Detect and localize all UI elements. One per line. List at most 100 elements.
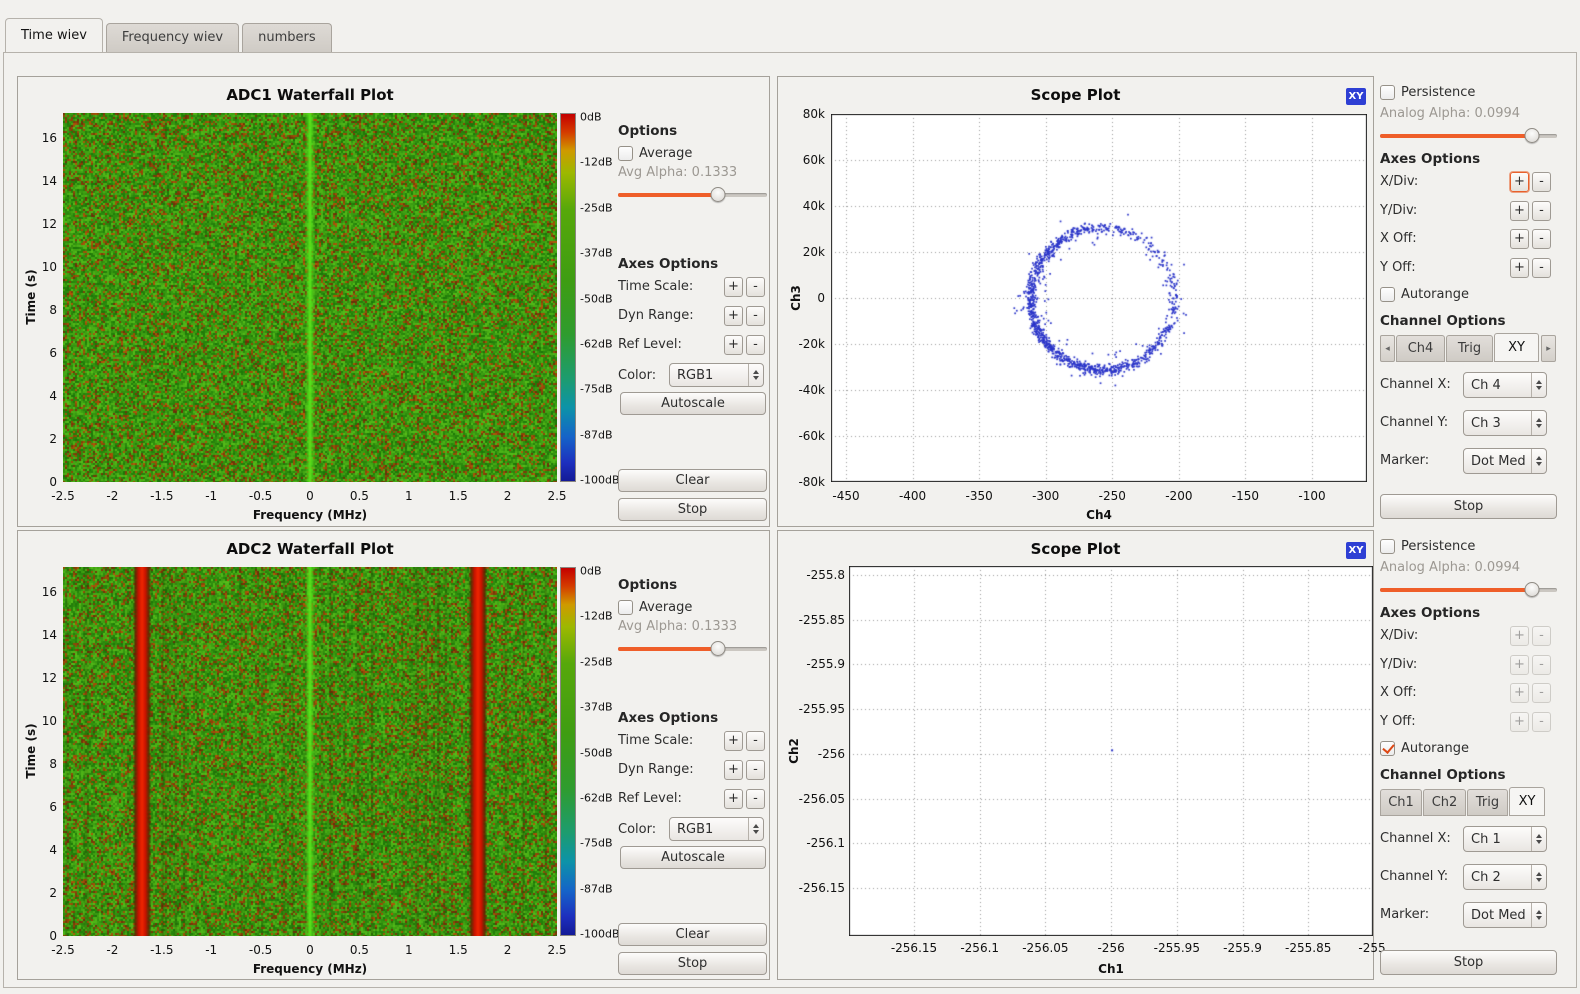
avg-alpha-slider[interactable] <box>618 187 767 202</box>
tick-label: 60k <box>802 153 825 167</box>
scope2-group: Scope Plot XY -255.8 -255.85 -255.9 -255.95… <box>777 530 1389 980</box>
tabs-scroll-left-icon[interactable]: ◂ <box>1380 335 1395 362</box>
slider-handle[interactable] <box>1524 128 1540 143</box>
y-off-decrease-button[interactable]: - <box>1532 712 1551 732</box>
marker-select[interactable]: Dot Med <box>1463 902 1547 928</box>
slider-track[interactable] <box>1380 134 1557 138</box>
clear-button[interactable]: Clear <box>618 469 767 492</box>
x-off-row: X Off: + - <box>1380 229 1557 250</box>
ref-level-decrease-button[interactable]: - <box>746 789 765 809</box>
ref-level-decrease-button[interactable]: - <box>746 335 765 355</box>
x-off-increase-button[interactable]: + <box>1510 229 1529 249</box>
y-off-increase-button[interactable]: + <box>1510 712 1529 732</box>
autoscale-button[interactable]: Autoscale <box>620 392 766 415</box>
time-scale-row: Time Scale: + - <box>618 277 767 298</box>
slider-track[interactable] <box>1380 588 1557 592</box>
spinner-arrows-icon[interactable] <box>1531 411 1546 435</box>
tick-label: -256.1 <box>806 836 845 851</box>
slider-track[interactable] <box>618 193 767 197</box>
y-div-decrease-button[interactable]: - <box>1532 201 1551 221</box>
view-tabbar: Time wiev Frequency wiev numbers <box>5 18 335 52</box>
analog-alpha-label: Analog Alpha: 0.0994 <box>1380 560 1521 575</box>
channel-tab-xy[interactable]: XY <box>1509 787 1545 816</box>
scope-stop-button[interactable]: Stop <box>1380 494 1557 519</box>
tab-numbers[interactable]: numbers <box>242 23 332 52</box>
dyn-range-decrease-button[interactable]: - <box>746 760 765 780</box>
y-off-increase-button[interactable]: + <box>1510 258 1529 278</box>
spinner-arrows-icon[interactable] <box>1531 373 1546 397</box>
spinner-arrows-icon[interactable] <box>1531 449 1546 473</box>
color-select[interactable]: RGB1 <box>669 817 764 841</box>
autoscale-button[interactable]: Autoscale <box>620 846 766 869</box>
scope2-plot[interactable] <box>849 566 1373 936</box>
scope1-plot[interactable] <box>831 114 1367 482</box>
x-div-decrease-button[interactable]: - <box>1532 626 1551 646</box>
marker-select[interactable]: Dot Med <box>1463 448 1547 474</box>
autorange-checkbox[interactable] <box>1380 286 1395 302</box>
analog-alpha-slider[interactable] <box>1380 128 1557 143</box>
adc1-waterfall-plot[interactable] <box>63 113 557 482</box>
spinner-arrows-icon[interactable] <box>1531 827 1546 851</box>
dyn-range-increase-button[interactable]: + <box>724 306 743 326</box>
tabs-scroll-right-icon[interactable]: ▸ <box>1541 335 1556 362</box>
channel-y-select[interactable]: Ch 3 <box>1463 410 1547 436</box>
color-select[interactable]: RGB1 <box>669 363 764 387</box>
spinner-arrows-icon[interactable] <box>748 818 763 840</box>
channel-tab-xy[interactable]: XY <box>1494 333 1539 362</box>
slider-handle[interactable] <box>710 641 726 656</box>
ref-level-increase-button[interactable]: + <box>724 789 743 809</box>
slider-handle[interactable] <box>710 187 726 202</box>
scope-y-ticks: 80k 60k 40k 20k 0 -20k -40k -60k -80k <box>783 107 827 489</box>
persistence-checkbox[interactable] <box>1380 538 1395 554</box>
average-checkbox[interactable] <box>618 145 633 161</box>
channel-x-select[interactable]: Ch 1 <box>1463 826 1547 852</box>
dyn-range-increase-button[interactable]: + <box>724 760 743 780</box>
average-checkbox[interactable] <box>618 599 633 615</box>
y-div-increase-button[interactable]: + <box>1510 655 1529 675</box>
channel-tab-trig[interactable]: Trig <box>1446 335 1493 362</box>
autorange-checkbox[interactable] <box>1380 740 1395 756</box>
slider-handle[interactable] <box>1524 582 1540 597</box>
dyn-range-label: Dyn Range: <box>618 308 694 323</box>
channel-tab-trig[interactable]: Trig <box>1467 789 1508 816</box>
tick-label: 8 <box>49 303 57 317</box>
persistence-checkbox[interactable] <box>1380 84 1395 100</box>
x-off-decrease-button[interactable]: - <box>1532 229 1551 249</box>
adc2-waterfall-plot[interactable] <box>63 567 557 936</box>
tab-frequency-view[interactable]: Frequency wiev <box>105 23 240 52</box>
channel-tab-ch4[interactable]: Ch4 <box>1396 335 1445 362</box>
channel-tab-ch1[interactable]: Ch1 <box>1380 789 1422 816</box>
tick-label: 0 <box>306 489 314 503</box>
time-scale-increase-button[interactable]: + <box>724 731 743 751</box>
time-scale-decrease-button[interactable]: - <box>746 731 765 751</box>
channel-y-select[interactable]: Ch 2 <box>1463 864 1547 890</box>
y-off-decrease-button[interactable]: - <box>1532 258 1551 278</box>
x-div-increase-button[interactable]: + <box>1510 626 1529 646</box>
tick-label: -1 <box>205 489 218 503</box>
x-div-decrease-button[interactable]: - <box>1532 172 1551 192</box>
x-off-decrease-button[interactable]: - <box>1532 683 1551 703</box>
channel-tab-ch2[interactable]: Ch2 <box>1423 789 1466 816</box>
time-scale-decrease-button[interactable]: - <box>746 277 765 297</box>
time-scale-increase-button[interactable]: + <box>724 277 743 297</box>
spinner-arrows-icon[interactable] <box>748 364 763 386</box>
y-div-increase-button[interactable]: + <box>1510 201 1529 221</box>
slider-track[interactable] <box>618 647 767 651</box>
avg-alpha-slider[interactable] <box>618 641 767 656</box>
colorbar-labels: 0dB -12dB -25dB -37dB -50dB -62dB -75dB -87dB -1… <box>580 565 626 941</box>
stop-button[interactable]: Stop <box>618 498 767 521</box>
dyn-range-decrease-button[interactable]: - <box>746 306 765 326</box>
x-div-increase-button[interactable]: + <box>1510 172 1529 192</box>
spinner-arrows-icon[interactable] <box>1531 903 1546 927</box>
tab-time-view[interactable]: Time wiev <box>5 18 103 52</box>
clear-button[interactable]: Clear <box>618 923 767 946</box>
tick-label: -400 <box>898 489 927 503</box>
stop-button[interactable]: Stop <box>618 952 767 975</box>
ref-level-increase-button[interactable]: + <box>724 335 743 355</box>
scope-stop-button[interactable]: Stop <box>1380 950 1557 975</box>
channel-x-select[interactable]: Ch 4 <box>1463 372 1547 398</box>
y-div-decrease-button[interactable]: - <box>1532 655 1551 675</box>
analog-alpha-slider[interactable] <box>1380 582 1557 597</box>
x-off-increase-button[interactable]: + <box>1510 683 1529 703</box>
spinner-arrows-icon[interactable] <box>1531 865 1546 889</box>
